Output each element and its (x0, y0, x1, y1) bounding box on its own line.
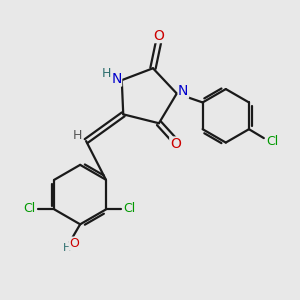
Text: H: H (102, 67, 111, 80)
Text: O: O (154, 28, 164, 43)
Text: H: H (63, 243, 72, 253)
Text: Cl: Cl (24, 202, 36, 215)
Text: N: N (111, 72, 122, 86)
Text: Cl: Cl (123, 202, 135, 215)
Text: O: O (170, 137, 181, 151)
Text: H: H (73, 129, 83, 142)
Text: N: N (178, 84, 188, 98)
Text: Cl: Cl (266, 135, 278, 148)
Text: O: O (69, 237, 79, 250)
